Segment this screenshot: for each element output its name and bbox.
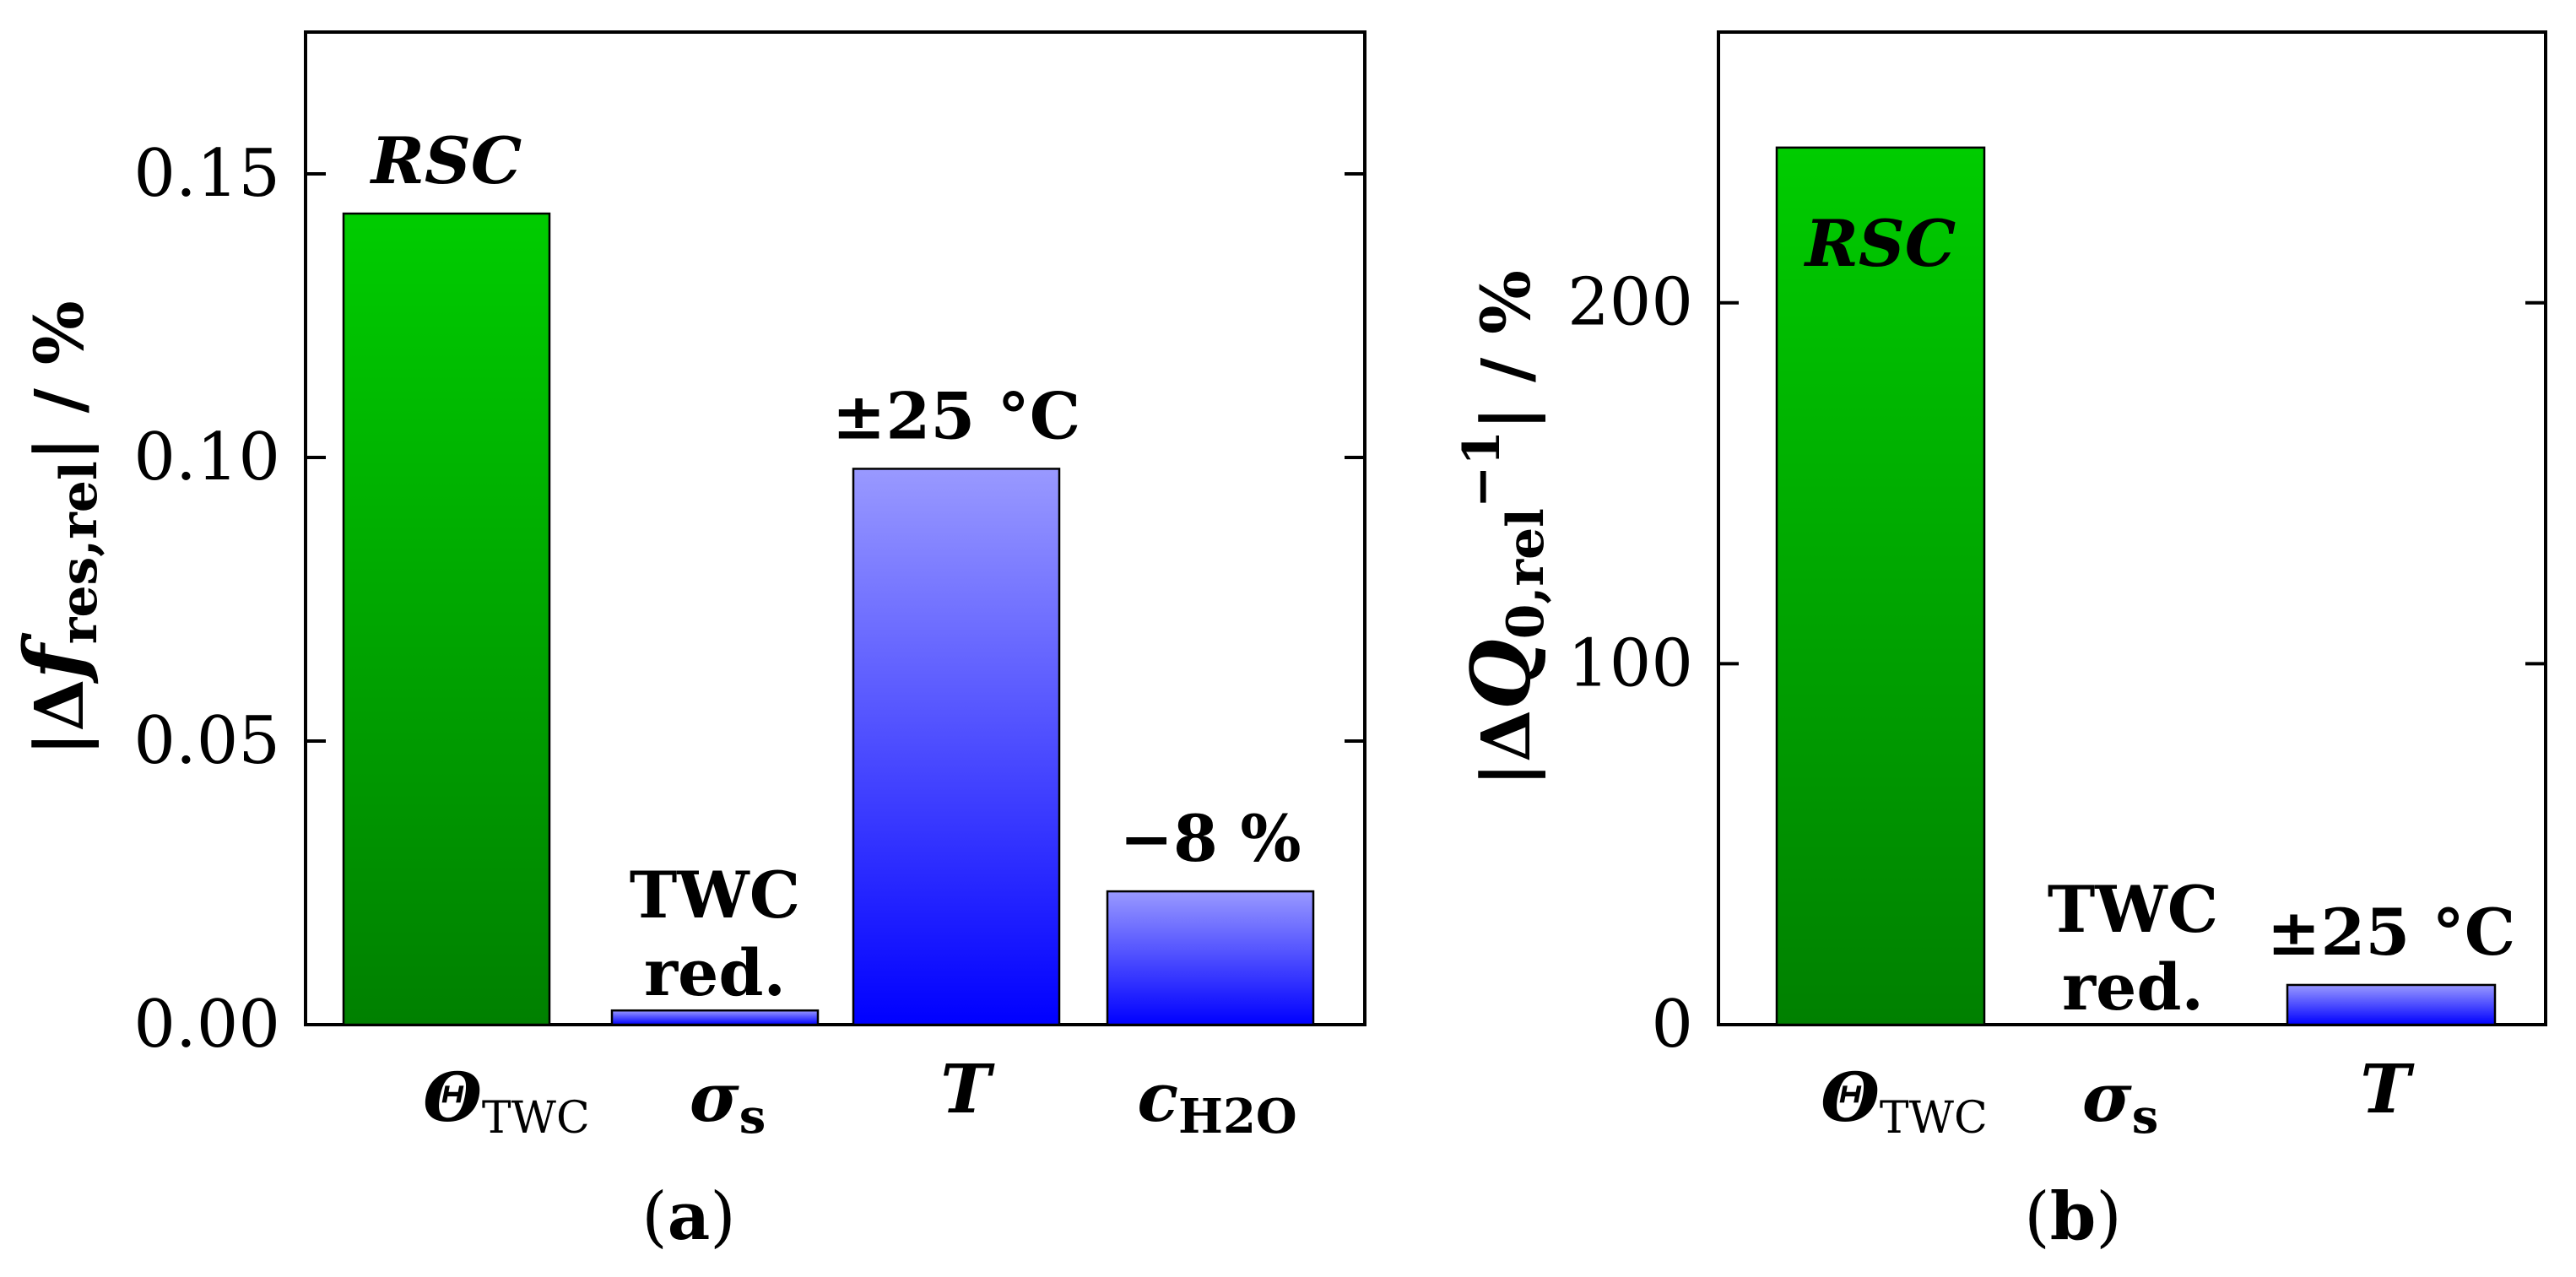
y-tick-label: 0.05 [133, 703, 280, 779]
panel-a-plot-frame [304, 30, 1366, 1026]
y-tick-label: 0.10 [133, 419, 280, 495]
bar-t [2286, 983, 2497, 1026]
panel-b-chart: 0 100 200 RSC TWC red. ±25 °C |ΔQ0,rel−1| / %… [1453, 30, 2547, 1255]
panel-b-y-axis-label: |ΔQ0,rel−1| / % [1453, 270, 1556, 787]
panel-a-y-axis-label: |Δfres,rel| / % [7, 300, 109, 756]
y-tick-label: 200 [1567, 265, 1693, 341]
bar--s [610, 1009, 820, 1026]
bar-annotation: ±25 °C [2267, 895, 2515, 970]
panel-a-x-tick-label: T [940, 1049, 995, 1128]
bar-annotation: ±25 °C [832, 378, 1080, 453]
bar-annotation: RSC [370, 123, 522, 198]
panel-b-x-tick-label: T [2360, 1049, 2415, 1128]
bar--twc [342, 212, 551, 1026]
panel-b-bars [1775, 146, 2497, 1026]
bar-annotation: TWC red. [630, 858, 800, 1010]
panel-b-x-tick-label: σs [2082, 1058, 2159, 1144]
y-tick-label: 0 [1651, 987, 1693, 1063]
y-tick-label: 0.00 [133, 987, 280, 1063]
bar-annotation: RSC [1804, 206, 1956, 281]
panel-a-bars [342, 212, 1315, 1026]
panel-a-annotations: RSC TWC red. ±25 °C −8 % [370, 123, 1302, 1010]
panel-a-y-ticks: 0.00 0.05 0.10 0.15 [133, 136, 1365, 1063]
bar--twc [1775, 146, 1986, 1026]
panel-a-label: (a) [641, 1178, 735, 1255]
panel-b-x-tick-label: ΘTWC [1821, 1058, 1988, 1144]
y-tick-label: 100 [1567, 625, 1693, 701]
panel-b-plot-frame [1717, 30, 2547, 1026]
bar-c-h2o [1106, 890, 1315, 1026]
panel-a-x-tick-label: σs [690, 1058, 766, 1144]
panel-a-x-tick-label: ΘTWC [423, 1058, 590, 1144]
panel-b-annotations: RSC TWC red. ±25 °C [1804, 206, 2515, 1025]
bar-annotation: TWC red. [2048, 872, 2218, 1025]
panel-b-label: (b) [2024, 1178, 2121, 1255]
bar-annotation: −8 % [1119, 801, 1301, 876]
panel-a-chart: 0.00 0.05 0.10 0.15 RSC TWC red. ±25 °C −8 % |Δ… [7, 30, 1366, 1255]
bar-t [852, 468, 1061, 1026]
panel-b-y-ticks: 0 100 200 [1567, 265, 2546, 1063]
y-tick-label: 0.15 [133, 136, 280, 212]
panel-a-x-tick-label: cH2O [1137, 1058, 1296, 1144]
